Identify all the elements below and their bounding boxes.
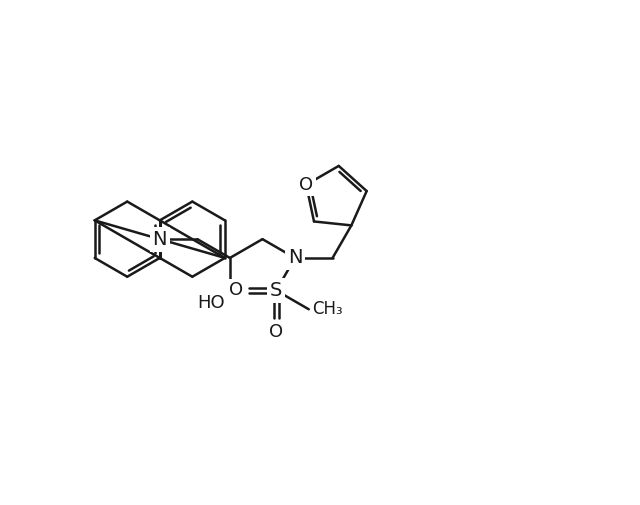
Text: O: O — [299, 176, 313, 194]
Text: O: O — [269, 323, 284, 341]
Text: N: N — [152, 230, 167, 248]
Text: CH₃: CH₃ — [312, 300, 342, 318]
Text: O: O — [230, 281, 244, 299]
Text: N: N — [288, 248, 302, 268]
Text: HO: HO — [197, 294, 225, 312]
Text: S: S — [270, 281, 282, 300]
